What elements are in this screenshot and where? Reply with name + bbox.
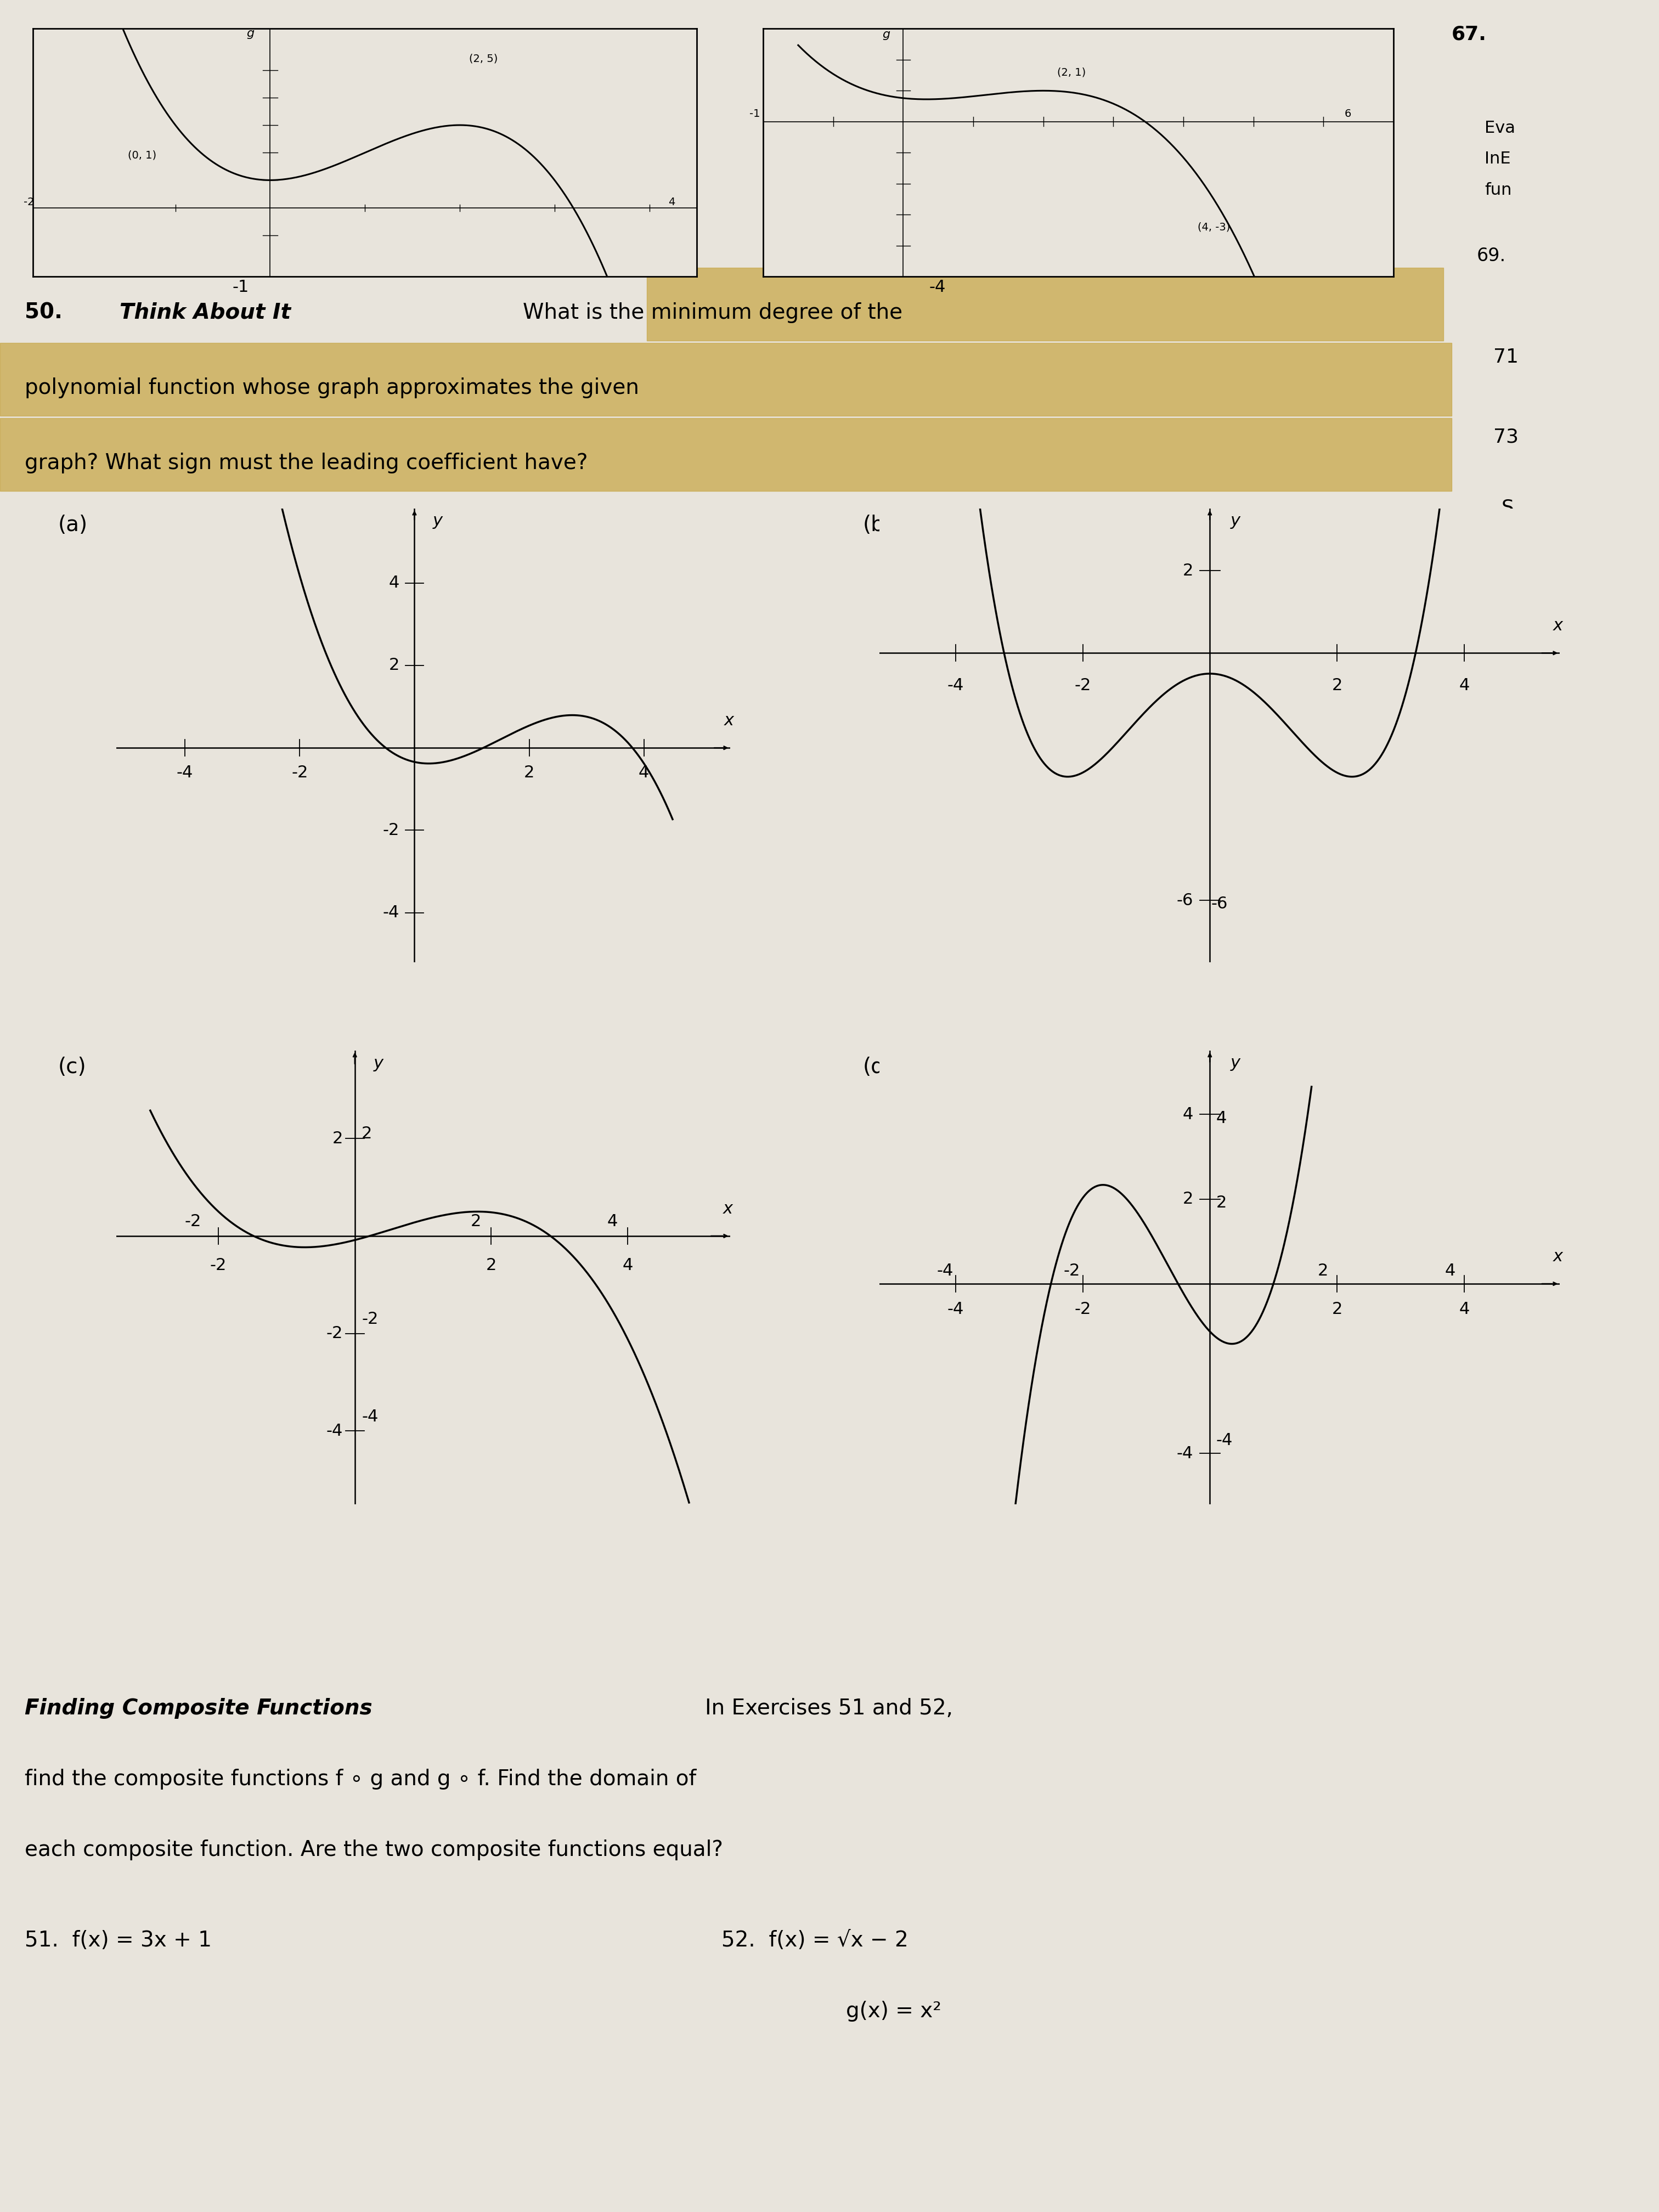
Text: y: y xyxy=(373,1055,383,1071)
Text: 4: 4 xyxy=(607,1214,617,1230)
Text: fun: fun xyxy=(1485,181,1511,197)
Text: S: S xyxy=(1501,498,1515,518)
Text: -6: -6 xyxy=(1176,891,1193,909)
Text: Eva: Eva xyxy=(1485,119,1516,135)
Text: s: s xyxy=(1501,568,1511,588)
Text: 4: 4 xyxy=(1445,1263,1455,1279)
Text: -2: -2 xyxy=(184,1214,201,1230)
Text: x: x xyxy=(723,1201,733,1217)
Text: 4: 4 xyxy=(1183,1106,1193,1121)
Text: 67.: 67. xyxy=(1452,24,1486,44)
Text: 2: 2 xyxy=(1216,1194,1226,1210)
Bar xyxy=(647,268,1443,341)
Bar xyxy=(0,418,1452,491)
Text: -2: -2 xyxy=(1063,1263,1080,1279)
Text: 2: 2 xyxy=(332,1130,343,1146)
Text: -1: -1 xyxy=(750,108,760,119)
Text: (c): (c) xyxy=(58,1057,86,1077)
Text: y: y xyxy=(433,513,443,529)
Text: 4: 4 xyxy=(1458,1301,1470,1318)
Text: -2: -2 xyxy=(1075,677,1092,695)
Text: -4: -4 xyxy=(947,677,964,695)
Text: 2: 2 xyxy=(1183,562,1193,580)
Text: Think About It: Think About It xyxy=(119,303,290,323)
Text: -4: -4 xyxy=(176,765,194,781)
Text: -2: -2 xyxy=(292,765,309,781)
Text: 2: 2 xyxy=(471,1214,481,1230)
Text: -2: -2 xyxy=(327,1325,343,1340)
Text: graph? What sign must the leading coefficient have?: graph? What sign must the leading coeffi… xyxy=(25,453,587,473)
Text: x: x xyxy=(1553,1248,1563,1265)
Text: What is the minimum degree of the: What is the minimum degree of the xyxy=(523,303,902,323)
Text: (b): (b) xyxy=(863,515,893,535)
Text: 2: 2 xyxy=(1332,677,1342,695)
Text: 4: 4 xyxy=(388,575,400,591)
Text: g: g xyxy=(883,29,889,40)
Text: g: g xyxy=(247,29,254,40)
Text: 50.: 50. xyxy=(25,303,63,323)
Text: In Exercises 51 and 52,: In Exercises 51 and 52, xyxy=(705,1699,952,1719)
Text: 2: 2 xyxy=(1317,1263,1329,1279)
Text: 4: 4 xyxy=(622,1256,634,1274)
Text: -4: -4 xyxy=(1176,1444,1193,1462)
Text: 51.  f(x) = 3x + 1: 51. f(x) = 3x + 1 xyxy=(25,1931,212,1951)
Text: (2, 5): (2, 5) xyxy=(469,53,498,64)
Text: polynomial function whose graph approximates the given: polynomial function whose graph approxim… xyxy=(25,378,639,398)
Text: 2: 2 xyxy=(1332,1301,1342,1318)
Text: (a): (a) xyxy=(58,515,88,535)
Text: x: x xyxy=(1553,617,1563,633)
Text: 69.: 69. xyxy=(1477,248,1506,265)
Text: -4: -4 xyxy=(947,1301,964,1318)
Text: 73: 73 xyxy=(1493,427,1518,447)
Text: -4: -4 xyxy=(929,279,946,294)
Text: -4: -4 xyxy=(327,1422,343,1440)
Text: -2: -2 xyxy=(362,1312,378,1327)
Bar xyxy=(0,343,1452,416)
Text: 4: 4 xyxy=(639,765,649,781)
Text: 2: 2 xyxy=(486,1256,496,1274)
Text: 2: 2 xyxy=(362,1126,372,1141)
Text: g(x) = x²: g(x) = x² xyxy=(846,2002,941,2022)
Text: x: x xyxy=(725,712,733,728)
Text: -2: -2 xyxy=(23,197,35,208)
Text: -2: -2 xyxy=(1075,1301,1092,1318)
Text: 52.  f(x) = √x − 2: 52. f(x) = √x − 2 xyxy=(722,1931,909,1951)
Text: -4: -4 xyxy=(362,1409,378,1425)
Text: (0, 1): (0, 1) xyxy=(128,150,156,159)
Text: 2: 2 xyxy=(1183,1190,1193,1208)
Text: 6: 6 xyxy=(1344,108,1352,119)
Text: -6: -6 xyxy=(1211,896,1228,911)
Text: -2: -2 xyxy=(383,823,400,838)
Text: -1: -1 xyxy=(232,279,249,294)
Text: y: y xyxy=(1231,1055,1241,1071)
Text: -4: -4 xyxy=(383,905,400,920)
Text: 4: 4 xyxy=(669,197,675,208)
Text: (4, -3): (4, -3) xyxy=(1198,221,1229,232)
Text: Finding Composite Functions: Finding Composite Functions xyxy=(25,1699,373,1719)
Text: -4: -4 xyxy=(936,1263,954,1279)
Text: -4: -4 xyxy=(1216,1431,1233,1449)
Text: (2, 1): (2, 1) xyxy=(1057,66,1087,77)
Text: each composite function. Are the two composite functions equal?: each composite function. Are the two com… xyxy=(25,1840,723,1860)
Text: (d): (d) xyxy=(863,1057,893,1077)
Text: find the composite functions f ∘ g and g ∘ f. Find the domain of: find the composite functions f ∘ g and g… xyxy=(25,1770,697,1790)
Text: 71: 71 xyxy=(1493,347,1518,367)
Text: 4: 4 xyxy=(1216,1110,1226,1126)
Text: y: y xyxy=(1231,513,1241,529)
Text: 2: 2 xyxy=(524,765,534,781)
Text: InE: InE xyxy=(1485,150,1511,166)
Text: -2: -2 xyxy=(211,1256,227,1274)
Text: 2: 2 xyxy=(388,657,400,672)
Text: 4: 4 xyxy=(1458,677,1470,695)
